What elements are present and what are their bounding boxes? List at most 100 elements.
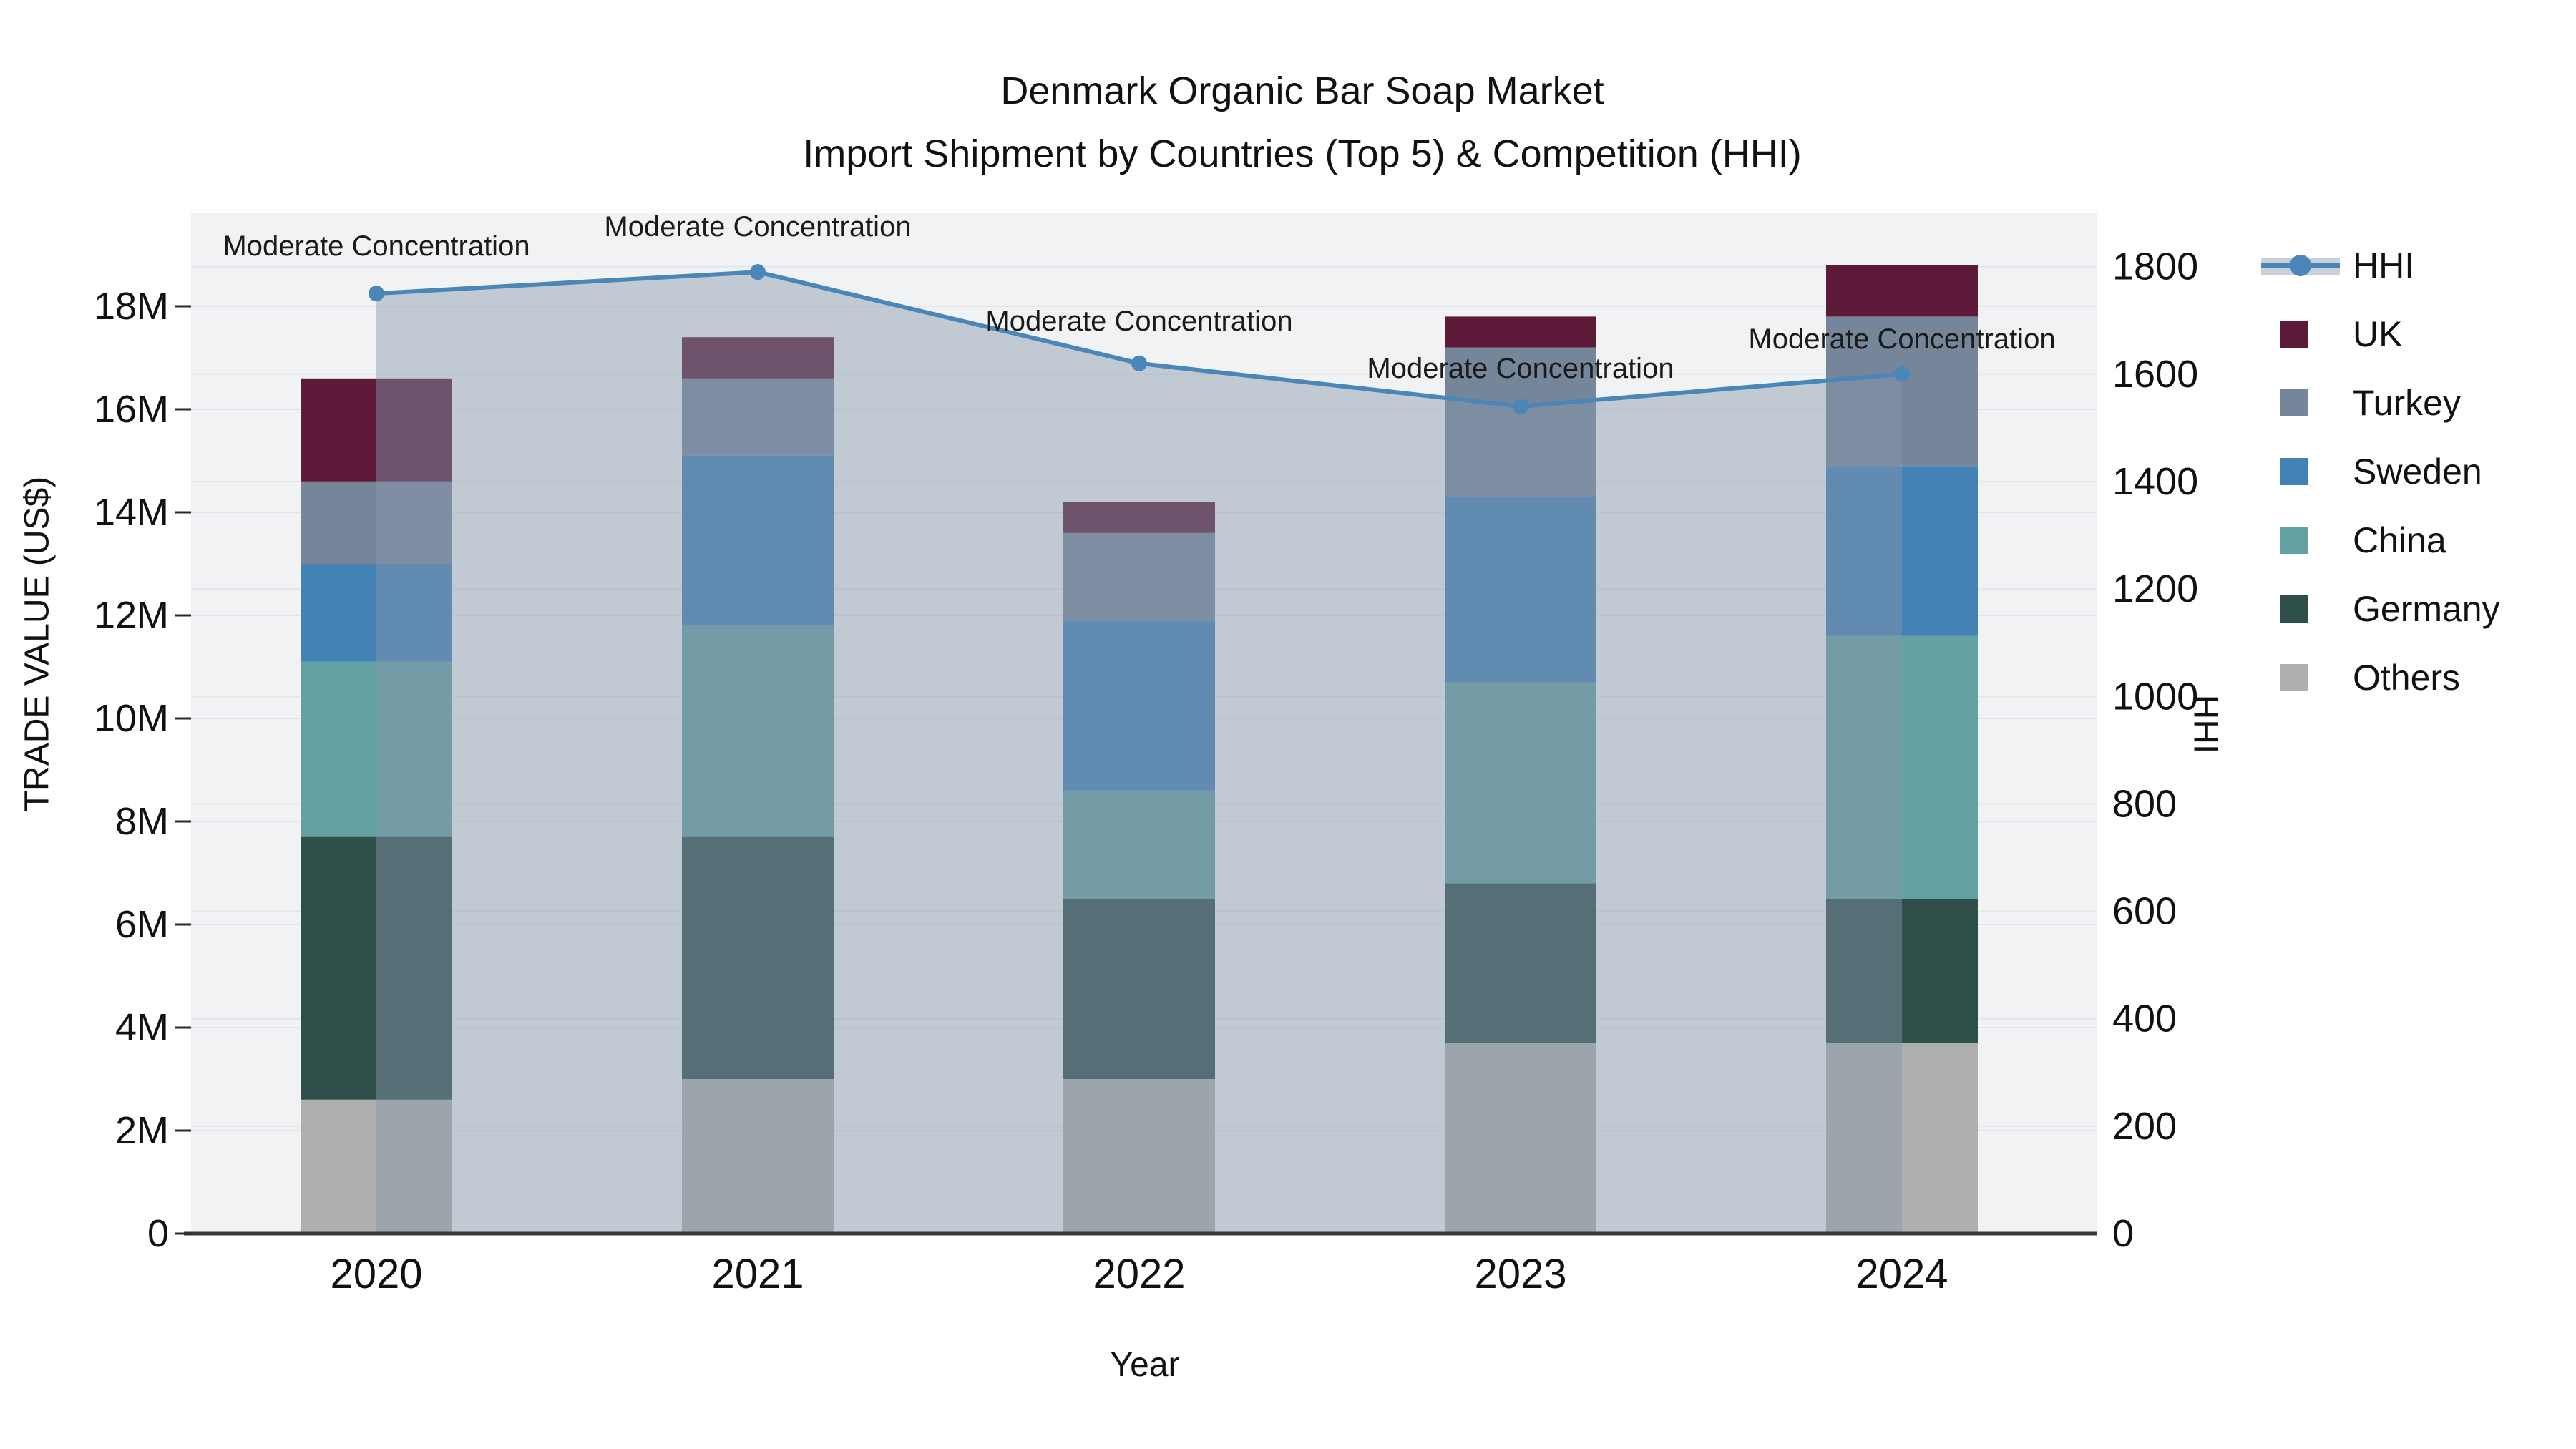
bar-segment-germany-2021[interactable] <box>682 836 834 1079</box>
y-left-tick-label: 0 <box>147 1212 169 1255</box>
bar-segment-sweden-2024[interactable] <box>1826 466 1978 636</box>
legend-item-others[interactable]: Others <box>2261 643 2500 712</box>
annotation-2024: Moderate Concentration <box>1748 323 2055 355</box>
legend-item-sweden[interactable]: Sweden <box>2261 437 2500 506</box>
y-left-tick-label: 8M <box>115 800 169 843</box>
legend-swatch-icon <box>2261 387 2340 419</box>
y-left-tick-label: 14M <box>94 491 169 534</box>
y-left-tick-label: 2M <box>115 1109 169 1152</box>
y-right-tick-label: 1200 <box>2112 567 2198 610</box>
bar-segment-china-2023[interactable] <box>1445 682 1596 884</box>
bar-segment-uk-2020[interactable] <box>301 378 452 482</box>
legend-item-hhi[interactable]: HHI <box>2261 231 2500 300</box>
legend-swatch-icon <box>2261 593 2340 625</box>
legend-label-hhi: HHI <box>2353 245 2415 286</box>
bar-segment-turkey-2021[interactable] <box>682 378 834 456</box>
color-swatch-others-icon <box>2280 664 2308 691</box>
bar-segment-germany-2022[interactable] <box>1063 899 1215 1079</box>
bar-segment-uk-2021[interactable] <box>682 337 834 379</box>
bar-segment-uk-2022[interactable] <box>1063 502 1215 533</box>
legend: HHI UK Turkey Sweden China Germany Others <box>2261 231 2500 712</box>
bar-segment-turkey-2024[interactable] <box>1826 316 1978 467</box>
hhi-marker-2022[interactable] <box>1131 355 1147 371</box>
bar-segment-uk-2023[interactable] <box>1445 316 1596 348</box>
legend-swatch-icon <box>2261 456 2340 487</box>
legend-item-turkey[interactable]: Turkey <box>2261 369 2500 437</box>
bar-segment-sweden-2021[interactable] <box>682 455 834 626</box>
legend-label-turkey: Turkey <box>2353 383 2461 423</box>
legend-label-germany: Germany <box>2353 589 2500 629</box>
y-left-tick-label: 16M <box>94 388 169 431</box>
y-right-tick-label: 200 <box>2112 1105 2177 1148</box>
bar-segment-uk-2024[interactable] <box>1826 265 1978 317</box>
bar-segment-china-2020[interactable] <box>301 661 452 837</box>
color-swatch-china-icon <box>2280 527 2308 554</box>
bar-segment-germany-2023[interactable] <box>1445 883 1596 1043</box>
y-right-tick-label: 1800 <box>2112 245 2198 288</box>
bar-segment-turkey-2020[interactable] <box>301 481 452 564</box>
y-right-tick-label: 0 <box>2112 1212 2134 1255</box>
annotation-2022: Moderate Concentration <box>985 306 1292 337</box>
bar-segment-sweden-2020[interactable] <box>301 564 452 662</box>
hhi-marker-2024[interactable] <box>1894 366 1910 382</box>
hhi-marker-2020[interactable] <box>369 286 384 302</box>
bar-segment-turkey-2023[interactable] <box>1445 347 1596 497</box>
chart-title-line2: Import Shipment by Countries (Top 5) & C… <box>803 132 1802 175</box>
chart-title-line1: Denmark Organic Bar Soap Market <box>1000 69 1604 112</box>
bar-segment-china-2024[interactable] <box>1826 635 1978 899</box>
y-right-tick-label: 400 <box>2112 997 2177 1040</box>
x-tick-label-2024: 2024 <box>1855 1251 1948 1297</box>
bar-segment-others-2023[interactable] <box>1445 1043 1596 1234</box>
y-right-tick-label: 1400 <box>2112 460 2198 503</box>
y-axis-title-left: TRADE VALUE (US$) <box>18 476 57 812</box>
legend-label-china: China <box>2353 520 2446 560</box>
y-right-tick-label: 600 <box>2112 890 2177 933</box>
y-left-tick-label: 18M <box>94 285 169 328</box>
y-left-tick-label: 10M <box>94 697 169 740</box>
bar-segment-turkey-2022[interactable] <box>1063 532 1215 621</box>
hhi-area-fill <box>376 272 1902 1234</box>
annotation-2020: Moderate Concentration <box>223 230 530 262</box>
bar-segment-others-2020[interactable] <box>301 1099 452 1234</box>
legend-item-uk[interactable]: UK <box>2261 300 2500 369</box>
hhi-marker-icon <box>2290 255 2311 276</box>
y-right-tick-label: 800 <box>2112 782 2177 825</box>
annotation-2023: Moderate Concentration <box>1367 353 1674 384</box>
color-swatch-uk-icon <box>2280 321 2308 348</box>
bar-segment-others-2022[interactable] <box>1063 1079 1215 1234</box>
x-tick-label-2020: 2020 <box>330 1251 422 1297</box>
hhi-line-icon <box>2261 250 2340 281</box>
bar-segment-sweden-2022[interactable] <box>1063 620 1215 791</box>
legend-label-sweden: Sweden <box>2353 452 2482 492</box>
legend-label-uk: UK <box>2353 314 2403 354</box>
y-right-tick-label: 1600 <box>2112 353 2198 396</box>
bar-segment-others-2021[interactable] <box>682 1079 834 1234</box>
x-tick-label-2023: 2023 <box>1474 1251 1566 1297</box>
y-right-tick-label: 1000 <box>2112 675 2198 718</box>
legend-swatch-icon <box>2261 662 2340 693</box>
legend-label-others: Others <box>2353 658 2461 698</box>
legend-swatch-icon <box>2261 318 2340 350</box>
y-left-tick-label: 6M <box>115 903 169 946</box>
y-left-tick-label: 12M <box>94 594 169 637</box>
x-tick-label-2022: 2022 <box>1093 1251 1185 1297</box>
bar-segment-germany-2024[interactable] <box>1826 899 1978 1043</box>
color-swatch-germany-icon <box>2280 595 2308 623</box>
legend-item-germany[interactable]: Germany <box>2261 575 2500 643</box>
color-swatch-sweden-icon <box>2280 458 2308 485</box>
bar-segment-germany-2020[interactable] <box>301 836 452 1100</box>
bar-segment-sweden-2023[interactable] <box>1445 497 1596 683</box>
hhi-marker-2021[interactable] <box>750 264 766 280</box>
bar-segment-china-2021[interactable] <box>682 625 834 837</box>
legend-swatch-icon <box>2261 525 2340 556</box>
bar-segment-others-2024[interactable] <box>1826 1043 1978 1234</box>
color-swatch-turkey-icon <box>2280 389 2308 416</box>
annotation-2021: Moderate Concentration <box>604 211 911 243</box>
x-tick-label-2021: 2021 <box>711 1251 804 1297</box>
bar-segment-china-2022[interactable] <box>1063 790 1215 899</box>
legend-item-china[interactable]: China <box>2261 506 2500 575</box>
hhi-marker-2023[interactable] <box>1513 398 1528 414</box>
y-left-tick-label: 4M <box>115 1006 169 1049</box>
